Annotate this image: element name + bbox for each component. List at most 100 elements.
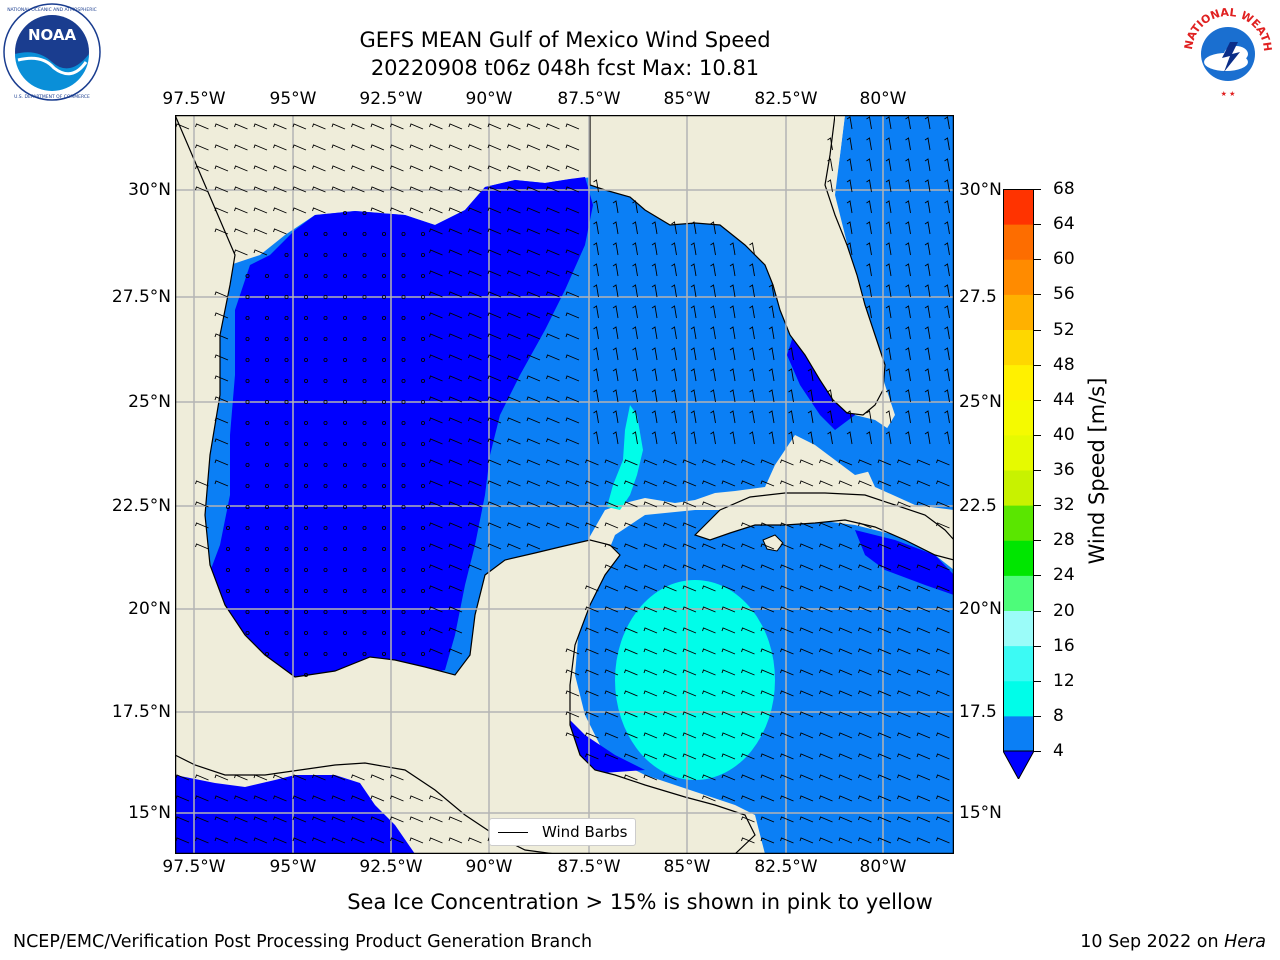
calm-wind-marker (245, 357, 250, 362)
wind-barb (526, 543, 541, 550)
wind-barb (565, 354, 580, 361)
calm-wind-marker (284, 336, 289, 341)
wind-barb (682, 627, 697, 634)
wind-barb (565, 144, 580, 151)
wind-barb (924, 158, 931, 172)
wind-barb (858, 648, 872, 655)
wind-barb (897, 732, 911, 739)
colorbar-frame (1003, 189, 1034, 751)
calm-wind-marker (381, 483, 386, 488)
wind-barb (838, 774, 853, 781)
calm-wind-marker (381, 462, 386, 467)
wind-barb (780, 648, 794, 655)
calm-wind-marker (381, 378, 386, 383)
wind-barb (799, 648, 814, 655)
wind-barb (331, 186, 346, 193)
wind-barb (741, 606, 755, 613)
wind-barb (651, 389, 658, 403)
wind-barb (526, 480, 541, 487)
wind-barb (448, 501, 463, 508)
wind-barb (546, 354, 560, 361)
calm-wind-marker (362, 399, 367, 404)
wind-barb (565, 522, 580, 529)
wind-barb (729, 347, 736, 361)
calm-wind-marker (420, 504, 425, 509)
calm-wind-marker (265, 483, 270, 488)
wind-barb (866, 263, 872, 277)
wind-barb (448, 627, 463, 634)
calm-wind-marker (303, 483, 308, 488)
wind-barb (819, 522, 833, 529)
wind-barb (643, 753, 658, 760)
wind-barb (390, 123, 404, 130)
wind-barb (768, 431, 775, 445)
calm-wind-marker (245, 399, 250, 404)
wind-barb (819, 480, 833, 487)
calm-wind-marker (381, 273, 386, 278)
wind-barb (214, 207, 229, 214)
x-tick-label-bottom: 95°W (269, 857, 317, 877)
calm-wind-marker (362, 567, 367, 572)
calm-wind-marker (303, 232, 308, 237)
wind-barb (565, 165, 580, 172)
wind-barb (468, 144, 482, 151)
wind-barb (487, 354, 502, 361)
calm-wind-marker (303, 588, 308, 593)
wind-barb (780, 753, 794, 760)
wind-barb (448, 543, 463, 550)
wind-barb (846, 158, 853, 172)
calm-wind-marker (381, 399, 386, 404)
wind-barb (749, 389, 755, 403)
calm-wind-marker (303, 399, 308, 404)
wind-barb (253, 186, 268, 193)
calm-wind-marker (284, 652, 289, 657)
wind-barb (916, 480, 931, 487)
wind-barb (429, 648, 443, 655)
colorbar-tick-mark (1034, 399, 1041, 401)
wind-barb (507, 186, 521, 193)
wind-barb (858, 606, 872, 613)
calm-wind-marker (420, 294, 425, 299)
legend-label: Wind Barbs (542, 823, 628, 841)
colorbar-tick-label: 64 (1053, 214, 1075, 235)
wind-barb (351, 186, 365, 193)
wind-barb (877, 585, 892, 592)
wind-barb (585, 522, 599, 529)
wind-barb (760, 522, 775, 529)
calm-wind-marker (342, 652, 347, 657)
wind-barb (526, 417, 541, 424)
wind-barb (214, 774, 229, 781)
wind-barb (827, 158, 833, 172)
wind-barb (885, 284, 892, 298)
wind-barb (866, 410, 872, 424)
wind-barb (780, 711, 794, 718)
calm-wind-marker (265, 609, 270, 614)
calm-wind-marker (226, 567, 231, 572)
wind-barb (885, 368, 892, 382)
wind-barb (643, 627, 658, 634)
wind-barb (546, 375, 560, 382)
wind-barb (312, 144, 326, 151)
wind-barb (448, 291, 463, 298)
wind-barb (234, 186, 248, 193)
calm-wind-marker (381, 441, 386, 446)
y-tick-label-right: 22.5 (959, 496, 997, 516)
wind-barb (846, 242, 853, 256)
y-tick-label-left: 27.5°N (111, 287, 171, 307)
calm-wind-marker (323, 567, 328, 572)
colorbar-tick-label: 56 (1053, 284, 1075, 305)
calm-wind-marker (420, 525, 425, 530)
calm-wind-marker (323, 462, 328, 467)
wind-barb (877, 543, 892, 550)
noaa-logo: NOAA NATIONAL OCEANIC AND ATMOSPHERIC U.… (2, 2, 102, 102)
calm-wind-marker (362, 315, 367, 320)
wind-barb (409, 207, 424, 214)
wind-barb (253, 795, 268, 802)
colorbar-tick-label: 12 (1053, 670, 1075, 691)
wind-barb (312, 816, 326, 823)
wind-barb (682, 501, 697, 508)
calm-wind-marker (342, 232, 347, 237)
wind-barb (195, 144, 209, 151)
wind-barb (390, 795, 404, 802)
wind-barb (370, 123, 385, 130)
